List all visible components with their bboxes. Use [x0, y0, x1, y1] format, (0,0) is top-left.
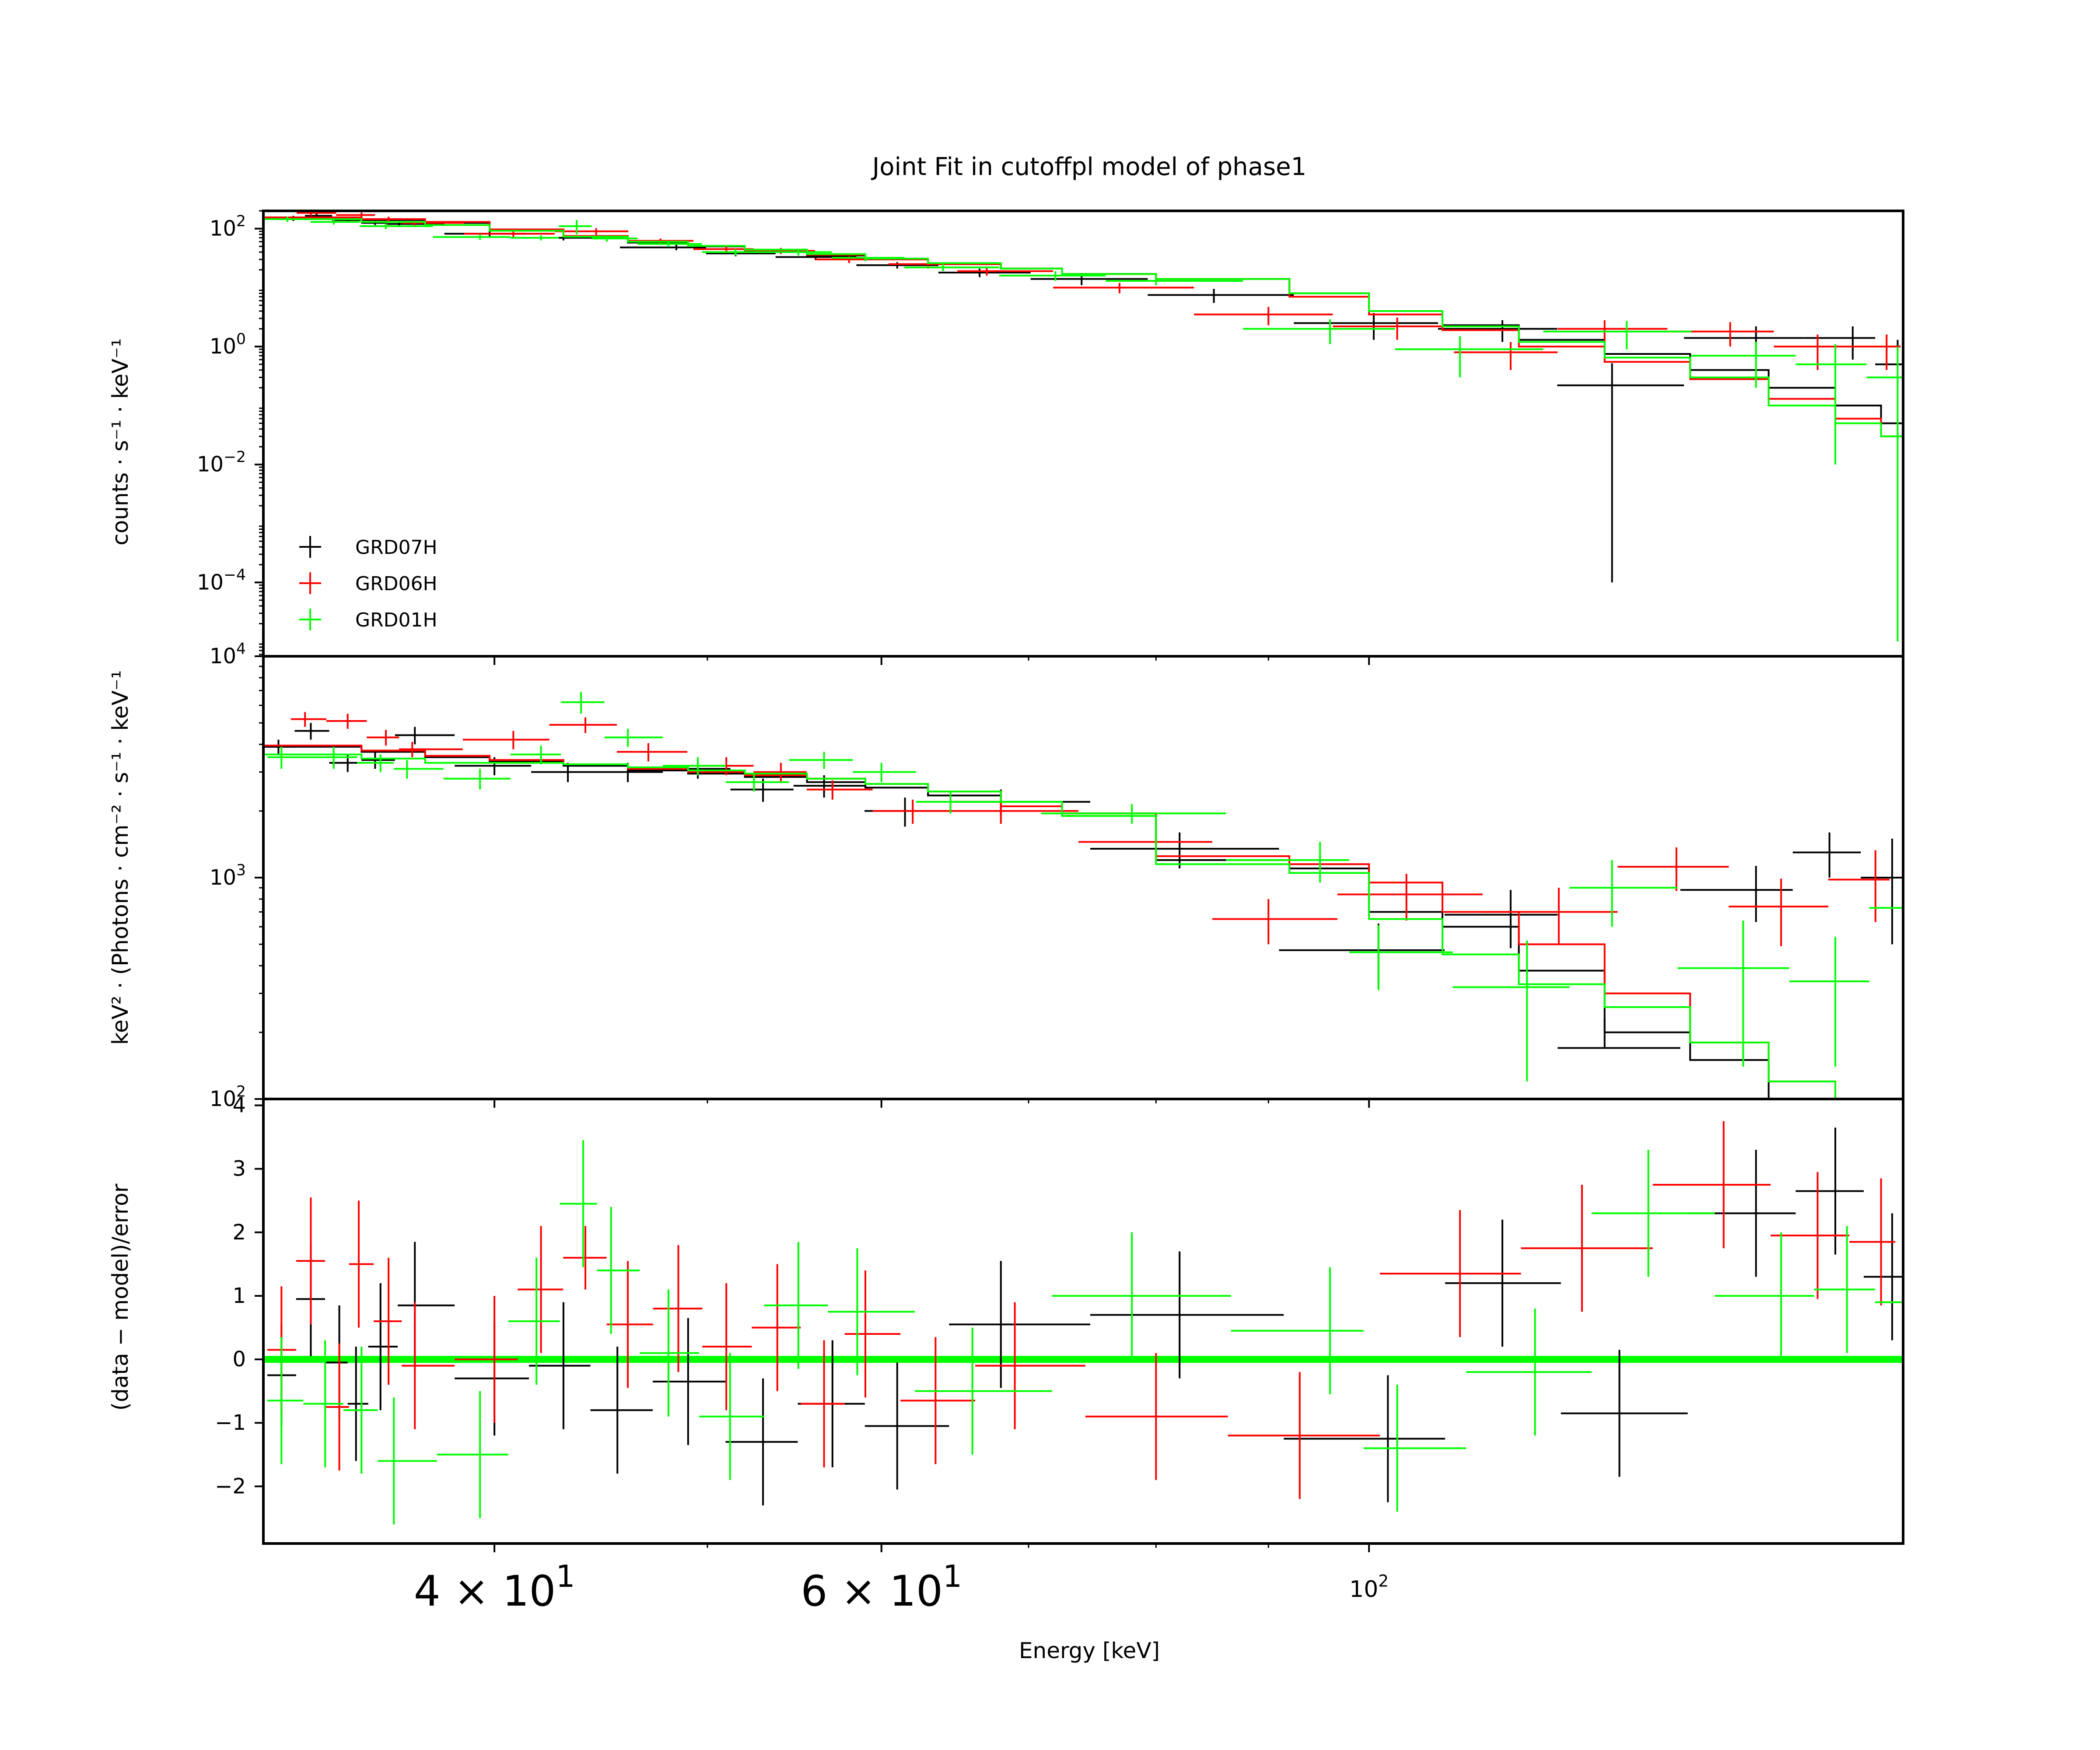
y-tick-label: 103	[210, 861, 246, 890]
counts-panel-ylabel: counts · s⁻¹ · keV⁻¹	[108, 338, 133, 546]
plot-area	[263, 1121, 1903, 1525]
model-line-GRD01H	[263, 218, 1903, 438]
series-GRD07H	[267, 1127, 1903, 1505]
series-GRD06H	[263, 712, 1890, 1099]
x-tick-label: 6 × 101	[801, 1559, 962, 1616]
model-line-GRD06H	[263, 745, 1837, 1099]
y-tick-label: 10−4	[197, 567, 246, 595]
x-tick-label: 4 × 101	[414, 1559, 575, 1616]
model-line-GRD07H	[263, 746, 1770, 1099]
panel-frame	[262, 1098, 1904, 1545]
eeuf-panel-ylabel: keV² · (Photons · cm⁻² · s⁻¹ · keV⁻¹	[108, 670, 133, 1045]
legend-label-GRD06H: GRD06H	[355, 573, 438, 595]
x-axis-label: Energy [keV]	[1019, 1638, 1160, 1663]
series-GRD01H	[263, 217, 1903, 642]
series-GRD07H	[263, 214, 1903, 583]
y-tick-label: 1	[232, 1284, 246, 1308]
y-tick-label: 2	[232, 1220, 246, 1245]
series-GRD01H	[267, 1140, 1903, 1525]
series-GRD06H	[263, 211, 1903, 438]
y-tick-label: 104	[210, 640, 246, 668]
y-tick-label: −1	[215, 1410, 246, 1435]
y-tick-label: 10−2	[197, 448, 246, 477]
legend-label-GRD07H: GRD07H	[355, 536, 438, 559]
legend: GRD07H GRD06H GRD01H	[299, 536, 438, 631]
eeuf-panel: keV² · (Photons · cm⁻² · s⁻¹ · keV⁻¹ 104…	[108, 640, 1904, 1111]
series-GRD07H	[263, 723, 1903, 1099]
y-tick-label: 0	[232, 1347, 246, 1372]
model-line-GRD07H	[263, 217, 1903, 424]
x-ticks: 4 × 101 6 × 101 102	[414, 656, 1389, 1616]
y-tick-label: 100	[210, 331, 246, 359]
y-tick-label: 4	[232, 1093, 246, 1118]
y-tick-label: 102	[210, 213, 246, 241]
residuals-panel-ylabel: (data − model)/error	[108, 1183, 133, 1410]
y-tick-label: 102	[210, 1083, 246, 1111]
y-tick-label: 3	[232, 1157, 246, 1181]
plot-area	[263, 211, 1903, 642]
chart-title: Joint Fit in cutoffpl model of phase1	[871, 153, 1306, 181]
series-GRD06H	[267, 1121, 1895, 1499]
legend-label-GRD01H: GRD01H	[355, 609, 438, 631]
model-line-GRD06H	[263, 216, 1903, 438]
model-line-GRD01H	[263, 753, 1837, 1099]
residuals-panel: (data − model)/error 4 3 2 1 0 −1 −2	[108, 1093, 1904, 1548]
panel-frame	[262, 210, 1904, 658]
plot-area	[263, 692, 1903, 1099]
counts-panel: counts · s⁻¹ · keV⁻¹ 102 100 10−2 10−4	[108, 210, 1904, 661]
y-tick-label: −2	[215, 1474, 246, 1498]
series-GRD01H	[263, 692, 1903, 1099]
x-tick-label: 102	[1349, 1572, 1389, 1603]
